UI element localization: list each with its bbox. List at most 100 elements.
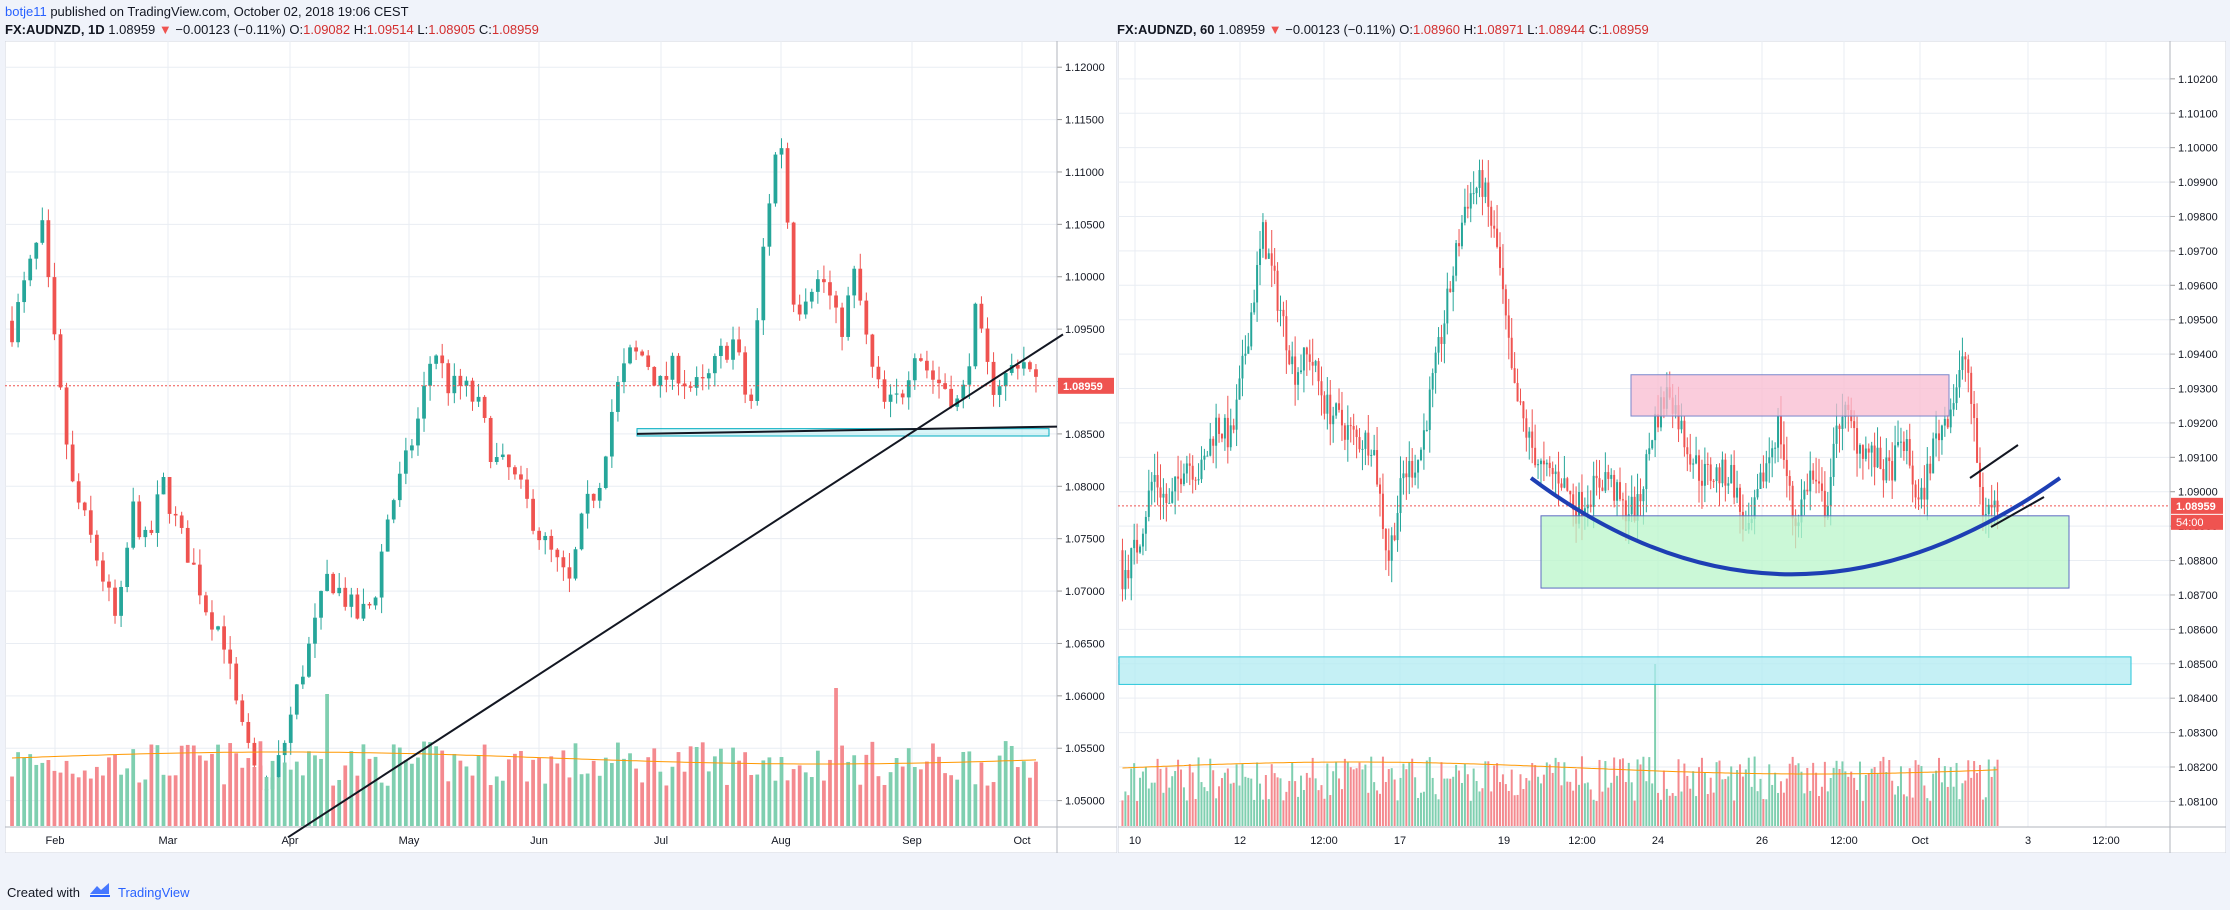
volume-bar	[567, 777, 572, 826]
volume-bar	[458, 760, 463, 826]
volume-bar	[1777, 792, 1780, 826]
volume-bar	[1352, 769, 1355, 826]
volume-bar	[1537, 776, 1540, 826]
candle-body	[876, 366, 881, 380]
author-link[interactable]: botje11	[5, 4, 47, 19]
volume-bar	[688, 746, 693, 826]
y-tick-label: 1.11000	[1065, 167, 1104, 179]
volume-bar	[1188, 764, 1191, 826]
candle-body	[1861, 445, 1864, 459]
candle-body	[379, 551, 384, 598]
volume-bar	[1917, 764, 1920, 826]
volume-bar	[537, 757, 542, 826]
volume-bar	[1741, 776, 1744, 826]
candle-body	[1791, 485, 1794, 519]
candle-body	[46, 220, 51, 278]
volume-bar	[1209, 758, 1212, 826]
volume-bar	[22, 757, 27, 826]
candle-body	[852, 268, 857, 296]
candle-body	[1566, 478, 1569, 491]
volume-bar	[1156, 758, 1159, 826]
volume-bar	[1346, 762, 1349, 826]
volume-bar	[1607, 787, 1610, 826]
volume-bar	[1850, 771, 1853, 826]
chart-background	[5, 41, 1117, 853]
candle-body	[1034, 369, 1038, 377]
volume-bar	[228, 743, 233, 826]
volume-bar	[1282, 800, 1285, 826]
right-high-label: H:	[1463, 22, 1477, 37]
hourly-chart[interactable]: 1.10200 1.10100 1.10000 1.09900 1.09800 1.097…	[1118, 41, 2226, 853]
volume-bar	[1993, 766, 1996, 826]
candle-body	[906, 380, 911, 398]
volume-bar	[1610, 782, 1613, 826]
candle-body	[1809, 470, 1812, 492]
volume-bar	[1185, 800, 1188, 826]
volume-bar	[1618, 759, 1621, 826]
candle-body	[1452, 275, 1455, 292]
candle-body	[1955, 387, 1958, 404]
chart-background	[1118, 41, 2226, 853]
candle-body	[385, 519, 390, 552]
candle-body	[300, 676, 305, 685]
candle-body	[1130, 548, 1133, 579]
left-change: −0.00123 (−0.11%)	[175, 22, 286, 37]
volume-bar	[1885, 771, 1888, 826]
candle-body	[1259, 248, 1262, 266]
candle-body	[561, 557, 566, 568]
trend-line	[287, 333, 1064, 839]
volume-bar	[640, 782, 645, 826]
x-tick-label: 17	[1394, 835, 1406, 847]
last-price-label: 1.08959	[2176, 501, 2216, 513]
candle-body	[464, 380, 469, 386]
right-open: 1.08960	[1412, 22, 1460, 37]
volume-bar	[1171, 776, 1174, 826]
candle-body	[113, 587, 117, 616]
candle-body	[1390, 535, 1393, 561]
candle-body	[1133, 539, 1136, 549]
right-symbol[interactable]: FX:AUDNZD, 60	[1117, 22, 1215, 37]
volume-bar	[1463, 764, 1466, 826]
candle-body	[803, 301, 808, 315]
candle-body	[670, 355, 675, 380]
candle-body	[1349, 425, 1352, 427]
y-tick-label: 1.06500	[1065, 638, 1105, 650]
left-symbol[interactable]: FX:AUDNZD, 1D	[5, 22, 105, 37]
candle-body	[1610, 474, 1613, 479]
x-tick-label: 3	[2025, 835, 2031, 847]
tradingview-link[interactable]: TradingView	[118, 885, 190, 900]
candle-body	[1539, 460, 1542, 465]
volume-bar	[131, 749, 136, 826]
volume-bar	[1712, 792, 1715, 826]
y-tick-label: 1.09600	[2178, 280, 2218, 292]
candle-body	[1657, 413, 1660, 428]
candle-body	[331, 573, 336, 594]
candle-body	[1171, 491, 1174, 503]
volume-bar	[506, 759, 511, 826]
candle-body	[307, 643, 311, 677]
candle-body	[1914, 484, 1917, 498]
volume-bar	[1276, 777, 1279, 826]
demand-zone	[1540, 515, 2070, 589]
candle-body	[1440, 337, 1443, 344]
volume-bar	[149, 744, 154, 826]
candle-body	[1618, 482, 1621, 500]
candle-body	[1139, 546, 1142, 553]
volume-bar	[343, 765, 348, 826]
candle-body	[1569, 490, 1572, 495]
volume-bar	[1621, 758, 1624, 826]
candle-body	[1144, 516, 1147, 534]
rounding-bottom-curve	[1529, 476, 2062, 577]
candle-body	[1153, 475, 1156, 482]
volume-bar	[1510, 769, 1513, 826]
candle-body	[10, 320, 14, 343]
volume-bar	[58, 772, 63, 826]
candle-body	[1961, 356, 1964, 371]
volume-bar	[1516, 794, 1519, 826]
daily-chart[interactable]: 1.12000 1.11500 1.11000 1.10500 1.10000 1.095…	[5, 41, 1117, 853]
x-tick-label: Feb	[46, 835, 65, 847]
candle-body	[1516, 382, 1519, 402]
volume-bar	[1501, 774, 1504, 826]
candle-body	[349, 594, 354, 607]
candle-body	[1926, 463, 1929, 500]
